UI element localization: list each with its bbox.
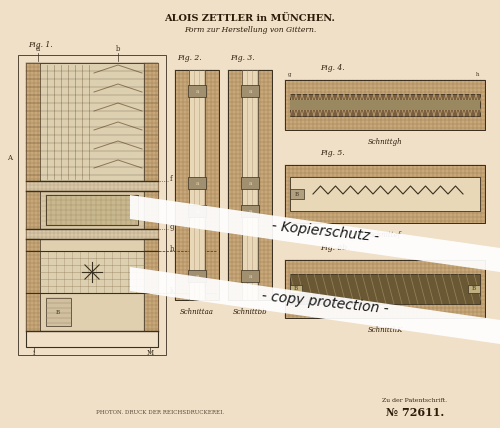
- Bar: [242, 70, 258, 300]
- Bar: [40, 63, 144, 181]
- Polygon shape: [130, 267, 500, 344]
- Bar: [285, 80, 485, 130]
- Text: a: a: [196, 89, 198, 93]
- Text: i: i: [33, 349, 35, 357]
- Bar: [188, 85, 206, 97]
- Bar: [189, 70, 205, 300]
- Text: a: a: [248, 181, 252, 185]
- Bar: [18, 55, 166, 355]
- Text: b: b: [116, 45, 120, 53]
- Bar: [40, 239, 144, 251]
- Text: Schnittaa: Schnittaa: [180, 308, 214, 316]
- Text: a: a: [36, 45, 40, 53]
- Bar: [285, 165, 485, 223]
- Bar: [175, 70, 219, 300]
- Bar: [241, 270, 259, 282]
- Text: Fig. 4.: Fig. 4.: [320, 64, 344, 72]
- Bar: [241, 205, 259, 217]
- Bar: [26, 293, 40, 331]
- Text: Fig. 1.: Fig. 1.: [28, 41, 52, 49]
- Text: Fig. 5.: Fig. 5.: [320, 149, 344, 157]
- Bar: [228, 70, 272, 300]
- Text: ALOIS ZETTLER in MÜNCHEN.: ALOIS ZETTLER in MÜNCHEN.: [164, 13, 336, 23]
- Bar: [285, 260, 485, 318]
- Bar: [285, 260, 485, 318]
- Text: SchnitthK: SchnitthK: [368, 326, 402, 334]
- Text: h: h: [476, 72, 479, 77]
- Text: g: g: [288, 72, 292, 77]
- Bar: [241, 177, 259, 189]
- Bar: [46, 195, 138, 225]
- Bar: [290, 285, 302, 293]
- Bar: [144, 191, 158, 229]
- Bar: [285, 165, 485, 223]
- Bar: [144, 293, 158, 331]
- Text: M: M: [146, 349, 154, 357]
- Text: Schnittbb: Schnittbb: [232, 308, 268, 316]
- Bar: [26, 239, 40, 251]
- Bar: [40, 293, 144, 331]
- Text: k: k: [170, 287, 174, 295]
- Bar: [468, 285, 480, 293]
- Bar: [46, 298, 71, 326]
- Bar: [188, 205, 206, 217]
- Bar: [26, 63, 158, 347]
- Text: - copy protection -: - copy protection -: [261, 289, 389, 317]
- Bar: [285, 80, 485, 130]
- Text: Fig. 2.: Fig. 2.: [177, 54, 202, 62]
- Text: Schnittef: Schnittef: [369, 231, 401, 239]
- Text: g: g: [170, 223, 174, 231]
- Text: h: h: [170, 245, 174, 253]
- Bar: [241, 85, 259, 97]
- Bar: [290, 100, 480, 110]
- Text: a: a: [196, 208, 198, 214]
- Bar: [144, 239, 158, 251]
- Text: B: B: [56, 309, 60, 315]
- Text: № 72611.: № 72611.: [386, 407, 444, 417]
- Bar: [290, 189, 304, 199]
- Text: B: B: [472, 286, 476, 291]
- Bar: [46, 195, 138, 225]
- Text: B: B: [295, 191, 299, 196]
- Text: Form zur Herstellung von Gittern.: Form zur Herstellung von Gittern.: [184, 26, 316, 34]
- Bar: [175, 70, 219, 300]
- Text: PHOTON. DRUCK DER REICHSDRUCKEREI.: PHOTON. DRUCK DER REICHSDRUCKEREI.: [96, 410, 224, 414]
- Polygon shape: [130, 195, 500, 272]
- Bar: [26, 251, 40, 293]
- Text: a: a: [248, 273, 252, 279]
- Bar: [188, 177, 206, 189]
- Bar: [26, 181, 158, 191]
- Text: - Kopierschutz -: - Kopierschutz -: [270, 220, 380, 244]
- Bar: [26, 63, 40, 181]
- Bar: [144, 251, 158, 293]
- Text: f: f: [170, 175, 172, 183]
- Text: a: a: [196, 273, 198, 279]
- Bar: [188, 270, 206, 282]
- Bar: [290, 177, 480, 211]
- Text: B: B: [294, 286, 298, 291]
- Bar: [144, 63, 158, 181]
- Bar: [290, 94, 480, 116]
- Bar: [26, 229, 158, 239]
- Text: a: a: [196, 181, 198, 185]
- Text: Fig. 6b.: Fig. 6b.: [320, 244, 350, 252]
- Text: a: a: [248, 89, 252, 93]
- Text: A: A: [7, 154, 12, 162]
- Text: a: a: [248, 208, 252, 214]
- Bar: [40, 191, 144, 229]
- Bar: [26, 191, 40, 229]
- Bar: [40, 251, 144, 293]
- Text: Zu der Patentschrift.: Zu der Patentschrift.: [382, 398, 448, 402]
- Text: Schnittgh: Schnittgh: [368, 138, 402, 146]
- Bar: [228, 70, 272, 300]
- Bar: [290, 274, 480, 304]
- Text: Fig. 3.: Fig. 3.: [230, 54, 254, 62]
